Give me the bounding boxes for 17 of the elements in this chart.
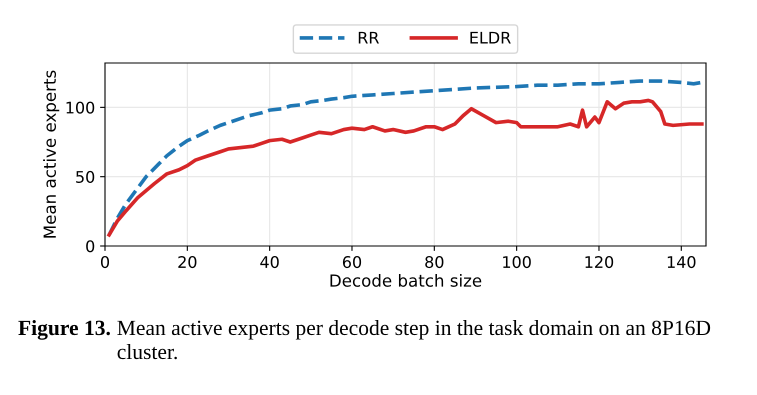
x-tick-label: 0 [100,256,110,268]
x-tick-label: 40 [260,256,279,268]
x-axis-title: Decode batch size [330,274,482,287]
x-tick-label: 140 [668,256,696,268]
x-tick-label: 120 [585,256,614,268]
x-tick-label: 20 [178,256,196,268]
x-tick-label: 80 [425,256,444,268]
y-tick-label: 50 [76,170,94,183]
y-tick-label: 0 [86,240,94,252]
x-tick-label: 60 [342,256,362,268]
caption: Figure 13. [18,320,110,340]
legend-label: ELDR [470,32,511,44]
y-axis-title: Mean active experts [43,70,60,238]
legend-label: RR [358,32,379,44]
y-tick-label: 100 [66,102,94,114]
text: Mean active experts per decode step in the task domain on an 8P16D cluster. [117,320,710,360]
x-tick-label: 100 [503,256,531,268]
